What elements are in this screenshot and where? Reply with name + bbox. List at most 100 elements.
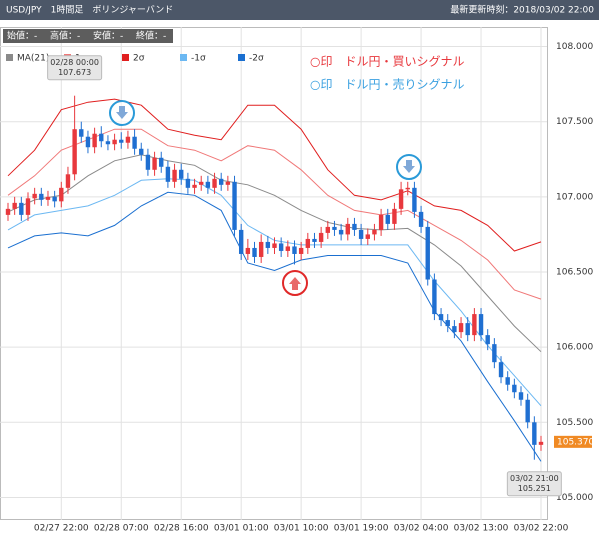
candle-body	[405, 187, 410, 190]
candle-body	[492, 344, 497, 363]
signal-sell-2	[396, 154, 422, 180]
candle-body	[512, 384, 517, 393]
last-price-label: 105.370	[557, 437, 594, 447]
x-tick-label: 03/02 22:00	[514, 524, 569, 534]
annotation-time: 03/02 21:00	[510, 474, 559, 483]
candle-body	[205, 181, 211, 188]
candle-body	[525, 399, 530, 423]
signal-buy	[282, 270, 308, 296]
candle-body	[285, 246, 291, 251]
x-tick-label: 03/02 13:00	[454, 524, 509, 534]
candle-body	[278, 243, 284, 251]
candle-body	[485, 335, 490, 345]
candle-body	[365, 234, 370, 239]
annotation-box	[506, 471, 562, 497]
candle-body	[52, 196, 57, 202]
candle-body	[438, 314, 444, 321]
candle-body	[385, 214, 390, 224]
legend-label: -1σ	[191, 54, 206, 64]
candle-body	[25, 198, 31, 215]
annotation-box	[47, 55, 103, 81]
candle-body	[345, 223, 350, 235]
ohlc-high: 高値：-	[50, 30, 80, 42]
x-tick-label: 02/28 07:00	[94, 524, 149, 534]
candle-body	[432, 279, 437, 315]
candle-body	[92, 133, 97, 148]
x-tick-label: 02/27 22:00	[34, 524, 89, 534]
candle-body	[398, 189, 404, 209]
candle-body	[112, 139, 117, 145]
candle-body	[312, 238, 317, 242]
candle-body	[125, 136, 131, 143]
candle-body	[372, 229, 377, 235]
candle-body	[358, 229, 364, 239]
legend-swatch	[180, 54, 187, 61]
x-tick-label: 03/01 01:00	[214, 524, 269, 534]
ohlc-close: 終値：-	[136, 30, 166, 42]
candle-body	[238, 229, 244, 254]
candle-body	[318, 232, 324, 242]
annotation-price: 107.673	[58, 68, 91, 77]
x-tick-label: 02/28 16:00	[154, 524, 209, 534]
candle-body	[12, 202, 17, 209]
y-tick-label: 107.000	[556, 192, 593, 202]
candle-body	[105, 141, 111, 145]
candle-body	[19, 202, 24, 215]
candle-body	[452, 326, 457, 333]
candle-body	[392, 208, 397, 224]
candle-body	[298, 247, 304, 254]
candle-body	[199, 181, 204, 185]
ohlc-open: 始値：-	[7, 30, 37, 42]
candle-body	[292, 246, 297, 254]
candle-body	[145, 154, 151, 170]
candle-body	[72, 129, 77, 175]
candle-body	[352, 223, 357, 230]
candle-body	[39, 193, 44, 200]
candle-body	[445, 320, 450, 327]
header-updated: 最新更新時刻：2018/03/02 22:00	[450, 4, 594, 16]
candle-body	[265, 241, 271, 248]
candle-body	[225, 181, 231, 185]
candle-body	[172, 169, 177, 182]
y-tick-label: 106.000	[556, 343, 593, 353]
candle-body	[272, 243, 277, 248]
candle-body	[212, 178, 217, 188]
band-line	[7, 98, 542, 252]
candle-body	[465, 323, 470, 336]
candle-body	[165, 166, 171, 182]
candle-body	[45, 196, 51, 200]
candle-body	[458, 323, 464, 333]
candle-body	[139, 148, 144, 155]
header-title: USD/JPY 1時間足 ボリンジャーバンド	[6, 5, 173, 16]
legend-label: -2σ	[249, 54, 264, 64]
x-tick-label: 03/01 10:00	[274, 524, 329, 534]
candle-body	[252, 247, 257, 257]
legend-swatch	[122, 54, 129, 61]
candle-body	[332, 226, 337, 230]
candle-body	[132, 136, 137, 149]
candle-body	[472, 314, 477, 336]
candle-body	[79, 129, 84, 137]
legend-label: MA(21)	[17, 54, 49, 64]
band-line	[7, 128, 542, 300]
x-tick-label: 03/02 04:00	[394, 524, 449, 534]
candle-body	[152, 157, 157, 170]
legend-swatch	[6, 54, 13, 61]
candle-body	[32, 193, 37, 199]
candle-body	[245, 247, 251, 254]
signal-sell-1	[109, 100, 135, 126]
candle-body	[85, 136, 91, 148]
candle-body	[219, 178, 224, 185]
x-tick-label: 03/01 19:00	[334, 524, 389, 534]
candle-body	[65, 174, 71, 188]
candle-body	[185, 178, 191, 188]
signal-legend: ○印 ドル円・買いシグナル	[310, 55, 464, 69]
candle-body	[325, 226, 330, 233]
candle-body	[532, 422, 537, 445]
plot-frame	[0, 27, 548, 520]
annotation-price: 105.251	[518, 484, 551, 493]
signal-legend: ○印 ドル円・売りシグナル	[310, 77, 464, 92]
candle-body	[478, 314, 484, 336]
ohlc-low: 安値：-	[93, 30, 123, 42]
